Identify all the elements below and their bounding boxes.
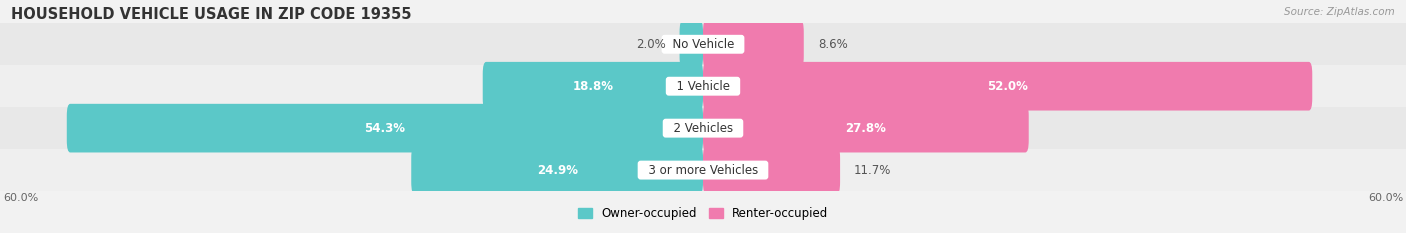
Text: 2.0%: 2.0% (636, 38, 665, 51)
Bar (0, 149, 1406, 191)
Text: 54.3%: 54.3% (364, 122, 405, 135)
Text: 8.6%: 8.6% (818, 38, 848, 51)
FancyBboxPatch shape (412, 146, 703, 194)
Text: 60.0%: 60.0% (1368, 193, 1403, 203)
FancyBboxPatch shape (703, 20, 804, 69)
Text: 11.7%: 11.7% (855, 164, 891, 177)
Text: 60.0%: 60.0% (3, 193, 38, 203)
Text: 52.0%: 52.0% (987, 80, 1028, 93)
Text: 24.9%: 24.9% (537, 164, 578, 177)
FancyBboxPatch shape (703, 146, 841, 194)
Text: 18.8%: 18.8% (572, 80, 613, 93)
Text: 2 Vehicles: 2 Vehicles (665, 122, 741, 135)
Bar (0, 23, 1406, 65)
Text: 27.8%: 27.8% (845, 122, 886, 135)
Text: Source: ZipAtlas.com: Source: ZipAtlas.com (1284, 7, 1395, 17)
Text: No Vehicle: No Vehicle (665, 38, 741, 51)
Text: 3 or more Vehicles: 3 or more Vehicles (641, 164, 765, 177)
FancyBboxPatch shape (67, 104, 703, 152)
FancyBboxPatch shape (679, 20, 703, 69)
FancyBboxPatch shape (482, 62, 703, 110)
FancyBboxPatch shape (703, 62, 1312, 110)
Bar (0, 65, 1406, 107)
FancyBboxPatch shape (703, 104, 1029, 152)
Text: HOUSEHOLD VEHICLE USAGE IN ZIP CODE 19355: HOUSEHOLD VEHICLE USAGE IN ZIP CODE 1935… (11, 7, 412, 22)
Text: 1 Vehicle: 1 Vehicle (669, 80, 737, 93)
Legend: Owner-occupied, Renter-occupied: Owner-occupied, Renter-occupied (572, 202, 834, 225)
Bar (0, 107, 1406, 149)
